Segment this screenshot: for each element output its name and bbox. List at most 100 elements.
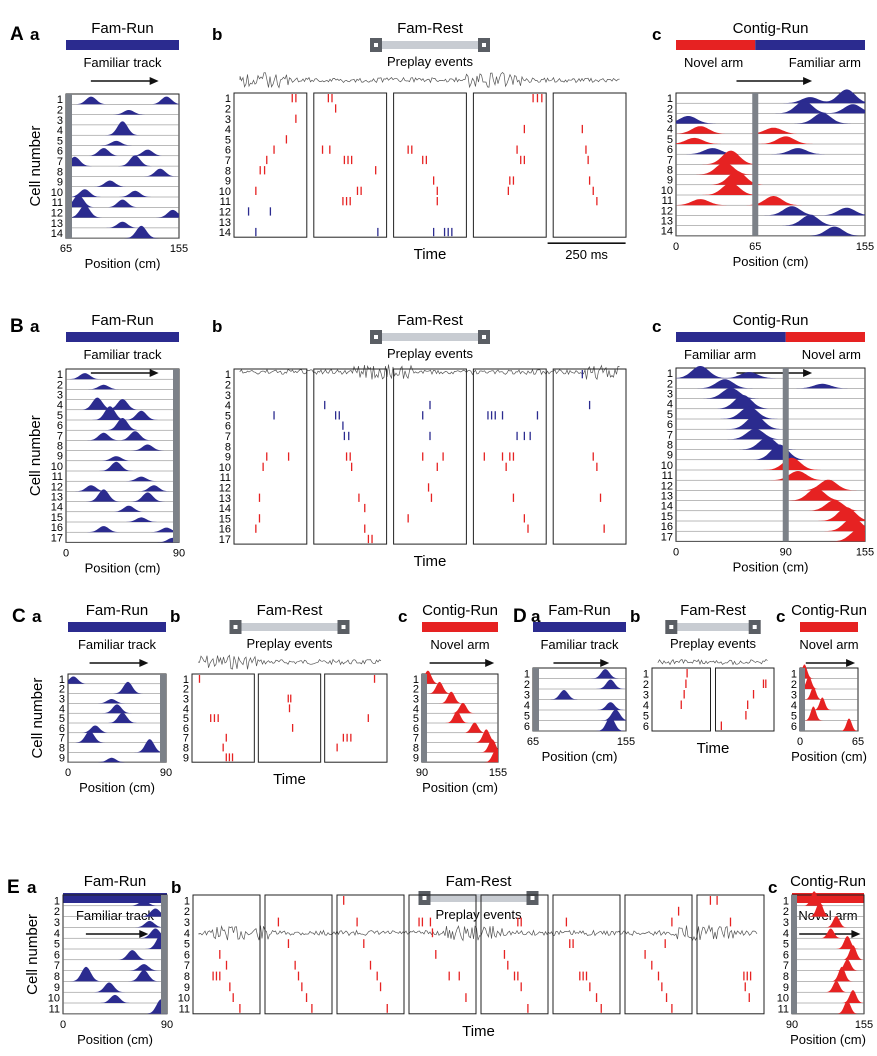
cell-number-label: 4: [667, 399, 673, 411]
time-axis-label: Time: [462, 1023, 495, 1040]
place-field-9: [68, 757, 166, 763]
track-boundary-bar: [421, 674, 427, 763]
lfp-trace: [657, 658, 768, 666]
place-field-6: [676, 148, 865, 155]
cell-number-label: 1: [643, 668, 649, 680]
track-direction-arrow-head: [149, 77, 159, 85]
cell-number-label: 4: [667, 124, 673, 136]
fam-run-color-bar: [533, 622, 626, 632]
track-direction-arrow-head: [846, 659, 856, 667]
fam-run-color-bar: [68, 622, 166, 632]
cell-number-label: 5: [184, 939, 190, 951]
cell-number-label: 5: [225, 134, 231, 146]
place-field-7: [676, 428, 865, 440]
cell-number-label: 6: [413, 723, 419, 735]
familiar-track-label: Familiar track: [78, 637, 157, 652]
subpanel-a-label: a: [531, 607, 541, 626]
fam-rest-bar-cap-left-dot: [374, 43, 378, 47]
cell-number-label: 3: [791, 689, 797, 701]
cell-number-label: 2: [413, 684, 419, 696]
novel-arm-label: Novel arm: [799, 637, 858, 652]
contig-run-title: Contig-Run: [790, 873, 866, 890]
x-tick-start: 65: [60, 243, 72, 255]
time-axis-label: Time: [414, 246, 447, 263]
place-field-8: [792, 966, 864, 982]
cell-number-label: 13: [661, 216, 673, 228]
place-field-4: [676, 395, 865, 409]
x-tick-end: 155: [617, 736, 635, 748]
cell-number-label: 14: [661, 226, 673, 238]
place-field-9: [676, 444, 865, 460]
place-field-5: [68, 712, 166, 723]
preplay-event-box: [480, 894, 549, 1015]
fam-rest-bar: [234, 623, 345, 631]
place-field-1: [63, 900, 167, 906]
x-axis-label-c: Position (cm): [790, 1032, 866, 1047]
place-field-17: [66, 537, 179, 543]
cell-number-label: 6: [57, 420, 63, 432]
subpanel-a-label: a: [30, 25, 40, 44]
place-field-2: [66, 110, 179, 115]
x-tick-end: 155: [855, 1019, 873, 1031]
place-field-8: [676, 437, 865, 450]
fam-rest-bar: [375, 41, 485, 49]
cell-number-label: 7: [54, 960, 60, 972]
place-field-1: [422, 670, 498, 684]
preplay-event-box: [408, 894, 477, 1015]
place-field-13: [676, 214, 865, 226]
x-tick-start: 90: [786, 1019, 798, 1031]
preplay-event-box: [552, 894, 621, 1015]
cell-number-label: 15: [661, 511, 673, 523]
arm-bar-left: [676, 40, 756, 50]
cell-number-label: 8: [667, 165, 673, 177]
track-direction-arrow-head: [139, 930, 149, 938]
contig-run-title: Contig-Run: [422, 602, 498, 619]
x-tick-start: 0: [63, 547, 69, 559]
cell-number-label: 1: [791, 668, 797, 680]
place-field-3: [63, 920, 167, 928]
preplay-event-box: [651, 667, 711, 732]
track-boundary-bar: [173, 369, 179, 543]
fam-run-color-bar: [66, 40, 179, 50]
preplay-event-box: [192, 894, 261, 1015]
place-field-5: [676, 136, 865, 144]
cell-number-label: 5: [57, 410, 63, 422]
preplay-event-box: [324, 673, 388, 763]
preplay-event-box: [264, 894, 333, 1015]
track-boundary-bar: [799, 668, 805, 731]
cell-number-label: 12: [219, 482, 231, 494]
place-field-7: [66, 155, 179, 167]
x-tick: 65: [749, 241, 761, 253]
place-field-11: [676, 196, 865, 206]
cell-number-label: 8: [57, 441, 63, 453]
x-tick-end: 90: [173, 547, 185, 559]
cell-number-label: 9: [57, 451, 63, 463]
familiar-track-label: Familiar track: [76, 908, 155, 923]
cell-number-label: 7: [413, 733, 419, 745]
place-field-2: [676, 379, 865, 389]
place-field-17: [676, 529, 865, 542]
cell-number-label: 3: [183, 694, 189, 706]
novel-arm-label: Novel arm: [430, 637, 489, 652]
panel-letter-E: E: [7, 877, 20, 898]
familiar-track-label: Familiar track: [83, 347, 162, 362]
arm-label-right: Novel arm: [802, 347, 861, 362]
cell-number-label: 8: [225, 441, 231, 453]
cell-number-label: 17: [219, 534, 231, 546]
cell-number-label: 6: [225, 421, 231, 433]
cell-number-label: 9: [225, 452, 231, 464]
cell-number-label: 4: [57, 125, 63, 137]
place-field-9: [66, 180, 179, 187]
place-field-13: [676, 488, 865, 501]
cell-number-label: 11: [778, 1003, 789, 1015]
preplay-event-box: [233, 368, 308, 545]
place-field-2: [422, 681, 498, 694]
place-field-6: [66, 418, 179, 431]
lfp-trace: [239, 364, 620, 381]
place-field-2: [66, 384, 179, 390]
preplay-events-label: Preplay events: [387, 54, 473, 69]
x-axis-label-c: Position (cm): [733, 254, 809, 269]
cell-number-label: 1: [54, 895, 60, 907]
novel-arm-color-bar: [422, 622, 498, 632]
fam-rest-title: Fam-Rest: [446, 873, 513, 890]
